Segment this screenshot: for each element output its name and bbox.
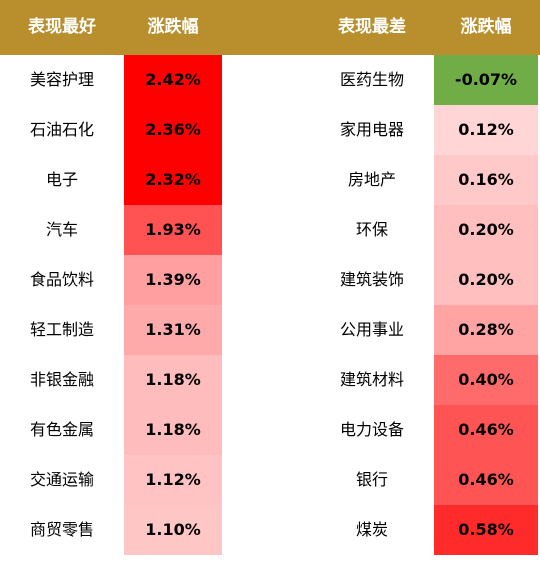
best-industry-value: 1.31% [124,305,222,355]
worst-industry-name: 家用电器 [339,120,404,139]
best-industry-name: 电子 [45,170,78,189]
header-change-left: 涨跌幅 [147,17,199,37]
best-industry-name: 非银金融 [29,370,94,389]
best-industry-value: 1.10% [124,505,222,555]
best-industry-value: 2.36% [124,105,222,155]
best-industry-value: 2.32% [124,155,222,205]
worst-industry-value: -0.07% [434,55,538,105]
worst-industry-value: 0.58% [434,505,538,555]
worst-industry-name: 电力设备 [339,420,404,439]
worst-industry-value: 0.40% [434,355,538,405]
best-industry-value: 1.12% [124,455,222,505]
best-industry-value: 1.39% [124,255,222,305]
worst-industry-name: 房地产 [347,170,396,189]
worst-industry-value: 0.20% [434,205,538,255]
header-worst-label: 表现最差 [338,17,406,37]
table-row: 交通运输 1.12% 银行 0.46% [0,455,540,505]
header-change-right: 涨跌幅 [460,17,512,37]
worst-industry-name: 建筑装饰 [339,270,404,289]
best-industry-name: 汽车 [45,220,78,239]
worst-industry-value: 0.16% [434,155,538,205]
best-industry-name: 轻工制造 [29,320,94,339]
best-industry-name: 食品饮料 [29,270,94,289]
table-row: 轻工制造 1.31% 公用事业 0.28% [0,305,540,355]
best-industry-value: 1.18% [124,355,222,405]
worst-industry-name: 建筑材料 [339,370,404,389]
best-industry-name: 商贸零售 [29,520,94,539]
best-industry-name: 美容护理 [29,70,94,89]
table-header: 表现最好 涨跌幅 表现最差 涨跌幅 [0,0,540,55]
table-row: 食品饮料 1.39% 建筑装饰 0.20% [0,255,540,305]
table-row: 有色金属 1.18% 电力设备 0.46% [0,405,540,455]
worst-industry-name: 医药生物 [339,70,404,89]
worst-industry-name: 公用事业 [339,320,404,339]
best-industry-name: 石油石化 [29,120,94,139]
best-industry-value: 1.18% [124,405,222,455]
best-industry-value: 2.42% [124,55,222,105]
worst-industry-value: 0.12% [434,105,538,155]
table-row: 商贸零售 1.10% 煤炭 0.58% [0,505,540,555]
worst-industry-name: 银行 [355,470,388,489]
best-industry-name: 有色金属 [29,420,94,439]
best-industry-value: 1.93% [124,205,222,255]
header-best-label: 表现最好 [28,17,96,37]
worst-industry-value: 0.46% [434,405,538,455]
worst-industry-value: 0.46% [434,455,538,505]
best-industry-name: 交通运输 [29,470,94,489]
table-row: 美容护理 2.42% 医药生物 -0.07% [0,55,540,105]
worst-industry-value: 0.20% [434,255,538,305]
worst-industry-name: 环保 [355,220,388,239]
table-row: 电子 2.32% 房地产 0.16% [0,155,540,205]
worst-industry-name: 煤炭 [355,520,388,539]
worst-industry-value: 0.28% [434,305,538,355]
table-row: 汽车 1.93% 环保 0.20% [0,205,540,255]
table-row: 非银金融 1.18% 建筑材料 0.40% [0,355,540,405]
table-row: 石油石化 2.36% 家用电器 0.12% [0,105,540,155]
